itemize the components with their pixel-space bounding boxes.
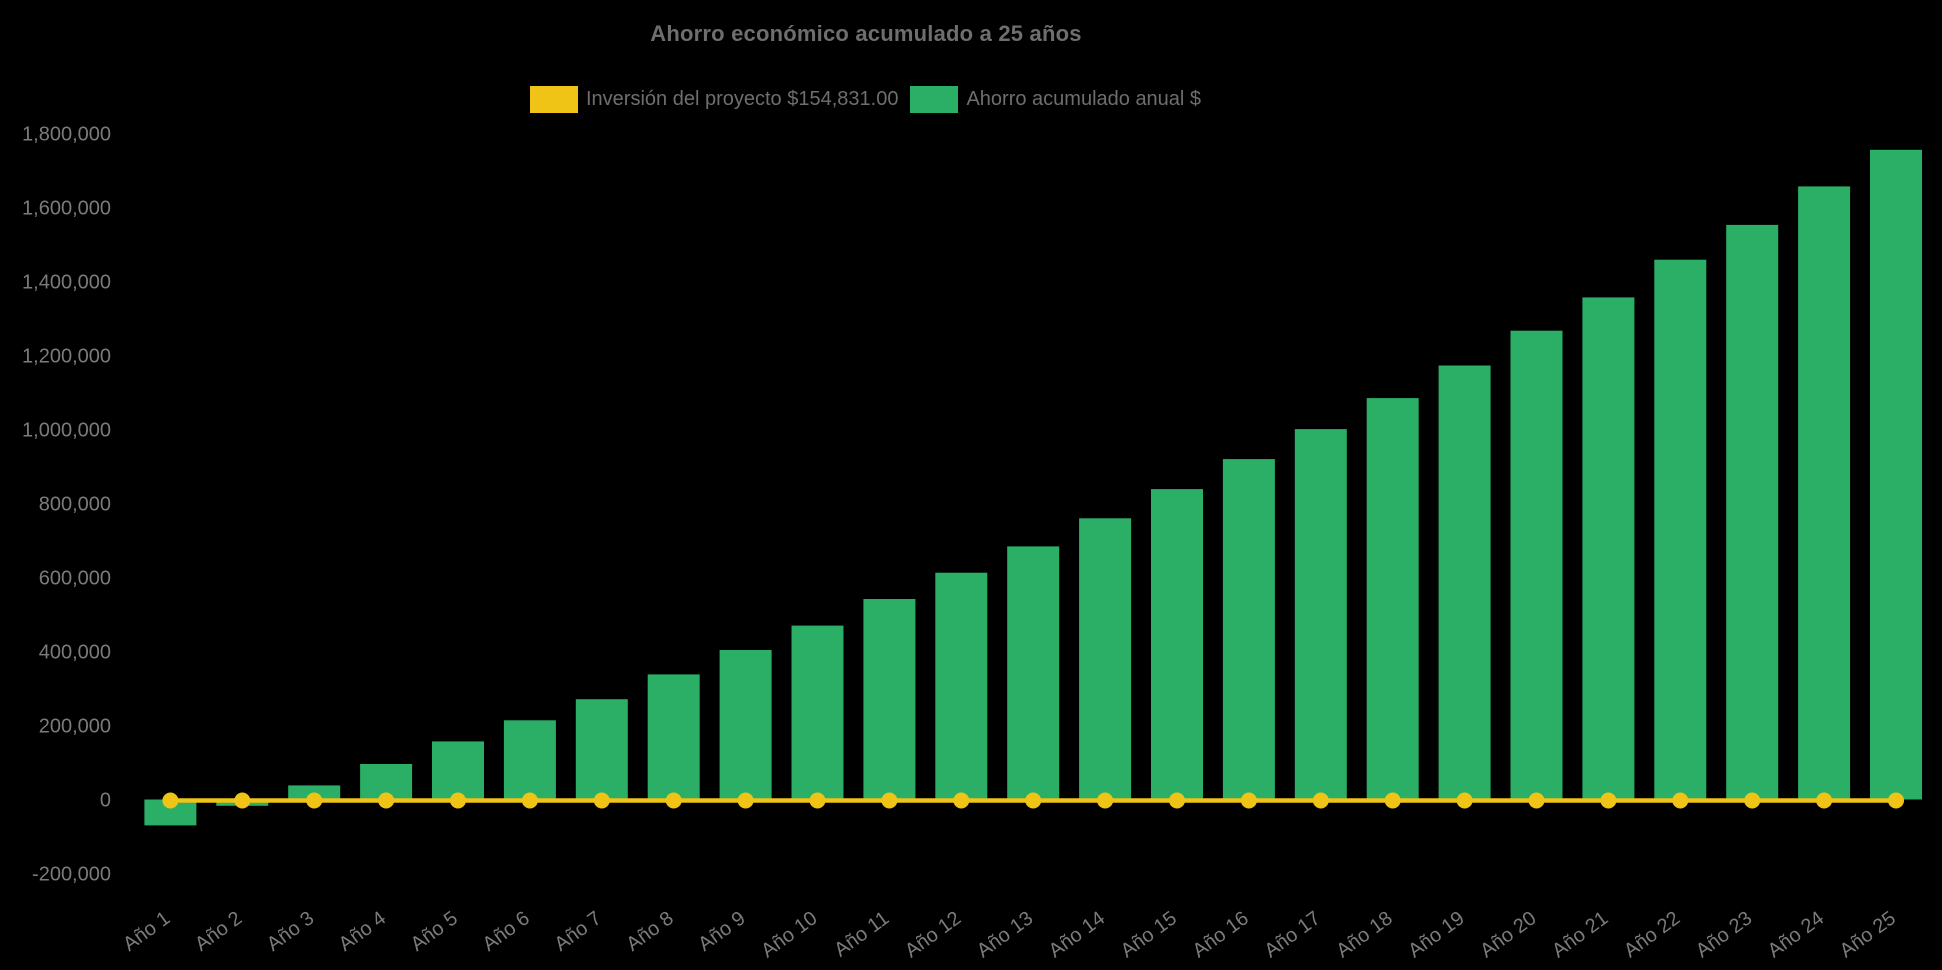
x-tick-label: Año 14 xyxy=(1045,907,1109,962)
x-tick-label: Año 3 xyxy=(263,907,318,956)
x-tick-label: Año 16 xyxy=(1189,907,1253,962)
legend-item-savings: Ahorro acumulado anual $ xyxy=(910,86,1201,113)
investment-point xyxy=(1600,792,1617,809)
y-tick-label: 1,200,000 xyxy=(22,346,111,368)
investment-point xyxy=(953,792,970,809)
bar-año-24 xyxy=(1798,186,1851,800)
x-tick-label: Año 10 xyxy=(757,907,821,962)
chart-legend: Inversión del proyecto $154,831.00 Ahorr… xyxy=(530,86,1201,113)
x-tick-label: Año 19 xyxy=(1404,907,1468,962)
investment-point xyxy=(1744,792,1761,809)
investment-point xyxy=(1672,792,1689,809)
x-tick-label: Año 1 xyxy=(119,907,174,956)
legend-label-investment: Inversión del proyecto $154,831.00 xyxy=(586,88,899,110)
y-tick-label: 1,000,000 xyxy=(22,420,111,442)
x-tick-label: Año 12 xyxy=(901,907,965,962)
x-tick-label: Año 4 xyxy=(335,907,390,956)
bar-año-13 xyxy=(1007,546,1060,800)
investment-point xyxy=(665,792,682,809)
x-tick-label: Año 2 xyxy=(191,907,246,956)
bar-año-6 xyxy=(503,720,556,800)
bar-año-25 xyxy=(1870,149,1922,800)
bar-año-19 xyxy=(1438,365,1491,800)
y-tick-label: 400,000 xyxy=(39,642,111,664)
y-tick-label: 0 xyxy=(100,790,111,812)
x-tick-label: Año 25 xyxy=(1836,907,1900,962)
bar-año-18 xyxy=(1366,398,1419,800)
bar-año-20 xyxy=(1510,330,1563,800)
investment-point xyxy=(737,792,754,809)
x-tick-label: Año 15 xyxy=(1117,907,1181,962)
bar-año-21 xyxy=(1582,297,1635,800)
legend-swatch-savings xyxy=(910,86,959,113)
investment-point xyxy=(1816,792,1833,809)
bar-año-16 xyxy=(1222,459,1275,800)
x-tick-label: Año 17 xyxy=(1261,907,1325,962)
x-tick-label: Año 8 xyxy=(622,907,677,956)
investment-point xyxy=(1888,792,1904,809)
investment-point xyxy=(162,792,179,809)
bar-año-9 xyxy=(719,650,772,800)
investment-point xyxy=(1169,792,1185,809)
x-tick-label: Año 21 xyxy=(1548,907,1612,962)
bar-año-3 xyxy=(288,785,341,800)
bar-año-10 xyxy=(791,625,844,800)
investment-point xyxy=(1456,792,1473,809)
x-tick-label: Año 22 xyxy=(1620,907,1684,962)
bar-año-8 xyxy=(647,674,700,800)
investment-point xyxy=(881,792,898,809)
bar-año-11 xyxy=(863,599,916,800)
x-tick-label: Año 9 xyxy=(694,907,749,956)
x-tick-label: Año 18 xyxy=(1332,907,1396,962)
x-tick-label: Año 6 xyxy=(479,907,534,956)
y-tick-label: 800,000 xyxy=(39,494,111,516)
x-tick-label: Año 23 xyxy=(1692,907,1756,962)
legend-swatch-investment xyxy=(530,86,578,113)
x-tick-label: Año 11 xyxy=(830,907,893,961)
chart-title: Ahorro económico acumulado a 25 años xyxy=(650,21,1082,46)
x-tick-label: Año 20 xyxy=(1476,907,1540,962)
bar-año-12 xyxy=(935,572,988,800)
bar-año-7 xyxy=(575,699,628,800)
bar-año-23 xyxy=(1726,224,1779,800)
bar-año-22 xyxy=(1654,259,1707,800)
investment-point xyxy=(1240,792,1257,809)
x-tick-label: Año 24 xyxy=(1764,907,1828,962)
investment-point xyxy=(450,792,466,809)
x-tick-label: Año 5 xyxy=(407,907,462,956)
x-tick-label: Año 13 xyxy=(973,907,1037,962)
legend-label-savings: Ahorro acumulado anual $ xyxy=(966,88,1202,110)
legend-item-investment: Inversión del proyecto $154,831.00 xyxy=(530,86,898,113)
investment-point xyxy=(1312,792,1329,809)
investment-point xyxy=(378,792,395,809)
investment-point xyxy=(1097,792,1114,809)
bar-año-5 xyxy=(432,741,484,800)
y-tick-label: -200,000 xyxy=(32,864,111,886)
investment-point xyxy=(1528,792,1545,809)
y-tick-label: 1,800,000 xyxy=(22,124,111,146)
y-tick-label: 1,400,000 xyxy=(22,272,111,294)
investment-point xyxy=(521,792,538,809)
bar-año-17 xyxy=(1294,429,1347,800)
bar-año-14 xyxy=(1079,518,1132,800)
investment-point xyxy=(809,792,826,809)
y-tick-label: 600,000 xyxy=(39,568,111,590)
y-tick-label: 1,600,000 xyxy=(22,198,111,220)
investment-point xyxy=(234,792,251,809)
investment-point xyxy=(1025,792,1042,809)
y-tick-label: 200,000 xyxy=(39,716,111,738)
investment-point xyxy=(306,792,323,809)
x-tick-label: Año 7 xyxy=(551,907,606,956)
investment-point xyxy=(1384,792,1401,809)
bar-año-15 xyxy=(1151,489,1203,800)
investment-point xyxy=(593,792,610,809)
